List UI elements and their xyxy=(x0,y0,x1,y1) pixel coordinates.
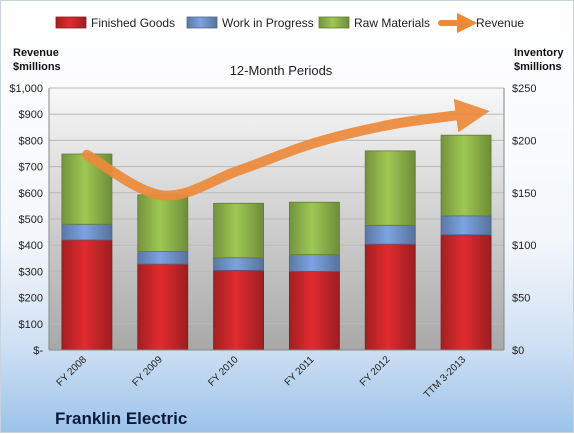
bar-segment xyxy=(441,216,491,235)
y-right-tick-label: $100 xyxy=(512,240,536,252)
x-tick-label: TTM 3-2013 xyxy=(422,354,469,401)
y-left-tick-label: $700 xyxy=(19,162,43,174)
bar-segment xyxy=(62,224,112,240)
x-tick-label: FY 2012 xyxy=(358,354,393,389)
y-left-title-line1: Revenue xyxy=(13,47,59,59)
legend-swatch xyxy=(56,17,86,28)
y-right-tick-label: $0 xyxy=(512,345,524,357)
bar-segment xyxy=(214,203,264,257)
x-tick-label: FY 2009 xyxy=(130,354,165,389)
x-tick-label: FY 2008 xyxy=(55,354,90,389)
bar-segment xyxy=(365,225,415,244)
legend-swatch xyxy=(187,17,217,28)
chart-subtitle: 12-Month Periods xyxy=(230,63,333,78)
bar-segment xyxy=(365,151,415,225)
bar-segment xyxy=(289,271,339,350)
y-left-tick-label: $1,000 xyxy=(9,83,43,95)
legend-label: Revenue xyxy=(476,16,524,30)
x-tick-label: FY 2010 xyxy=(206,354,241,389)
bar-segment xyxy=(365,244,415,350)
y-right-title-line2: $millions xyxy=(514,61,562,73)
y-left-tick-label: $500 xyxy=(19,214,43,226)
bar-segment xyxy=(138,251,188,264)
legend-label: Raw Materials xyxy=(354,16,430,30)
bar-segment xyxy=(214,270,264,350)
bar-segment xyxy=(289,255,339,272)
x-tick-label: FY 2011 xyxy=(283,354,317,388)
bar-segment xyxy=(289,202,339,254)
bar-segment xyxy=(138,195,188,252)
bar-segment xyxy=(138,264,188,350)
y-right-title-line1: Inventory xyxy=(514,47,564,59)
y-left-tick-label: $100 xyxy=(19,319,43,331)
legend-label: Finished Goods xyxy=(91,16,175,30)
y-right-tick-label: $50 xyxy=(512,293,530,305)
y-right-tick-label: $250 xyxy=(512,83,536,95)
legend-swatch xyxy=(319,17,349,28)
y-left-tick-label: $400 xyxy=(19,240,43,252)
company-name: Franklin Electric xyxy=(55,409,187,428)
y-left-tick-label: $600 xyxy=(19,188,43,200)
y-left-tick-label: $900 xyxy=(19,109,43,121)
bar-segment xyxy=(214,258,264,271)
y-left-tick-label: $200 xyxy=(19,293,43,305)
bar-segment xyxy=(441,135,491,216)
y-right-tick-label: $150 xyxy=(512,188,536,200)
y-left-tick-label: $800 xyxy=(19,135,43,147)
y-left-tick-label: $- xyxy=(33,345,43,357)
y-right-tick-label: $200 xyxy=(512,135,536,147)
bar-segment xyxy=(441,235,491,350)
y-left-title-line2: $millions xyxy=(13,61,61,73)
legend-label: Work in Progress xyxy=(222,16,314,30)
bar-segment xyxy=(62,240,112,350)
y-left-tick-label: $300 xyxy=(19,266,43,278)
